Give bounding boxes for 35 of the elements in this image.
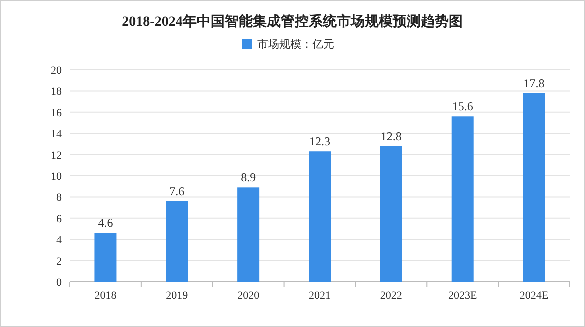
- y-tick-label: 16: [51, 107, 62, 120]
- data-label: 15.6: [452, 100, 474, 114]
- x-tick-label: 2023E: [448, 290, 478, 302]
- data-label: 8.9: [241, 170, 256, 185]
- y-tick-label: 4: [56, 234, 62, 247]
- y-tick-label: 0: [56, 277, 62, 289]
- x-tick-label: 2019: [166, 290, 189, 302]
- x-tick-label: 2021: [309, 290, 331, 302]
- x-tick-label: 2018: [94, 290, 118, 302]
- chart-title: 2018-2024年中国智能集成管控系统市场规模预测趋势图: [122, 13, 463, 30]
- legend: 市场规模：亿元: [242, 38, 334, 51]
- y-tick-label: 18: [51, 86, 62, 98]
- bar: [452, 116, 474, 282]
- y-tick-label: 10: [51, 171, 62, 183]
- bar: [309, 152, 331, 282]
- y-tick-label: 14: [51, 128, 62, 141]
- y-tick-label: 2: [56, 256, 62, 268]
- data-label: 12.3: [310, 134, 330, 149]
- bar: [238, 188, 260, 282]
- bar: [166, 201, 188, 282]
- y-tick-label: 8: [56, 192, 62, 204]
- data-label: 17.8: [524, 76, 545, 90]
- x-tick-label: 2024E: [520, 290, 549, 302]
- x-tick-label: 2020: [238, 290, 260, 302]
- y-tick-label: 20: [51, 65, 62, 77]
- x-tick-label: 2022: [380, 290, 402, 302]
- data-label: 7.6: [170, 184, 185, 198]
- data-label: 12.8: [380, 129, 402, 144]
- data-label: 4.6: [98, 216, 114, 230]
- bar: [94, 233, 117, 282]
- y-tick-label: 6: [56, 213, 62, 226]
- y-tick-label: 12: [51, 150, 62, 162]
- legend-label: 市场规模：亿元: [258, 38, 334, 51]
- bar: [380, 146, 402, 282]
- bar: [523, 93, 546, 282]
